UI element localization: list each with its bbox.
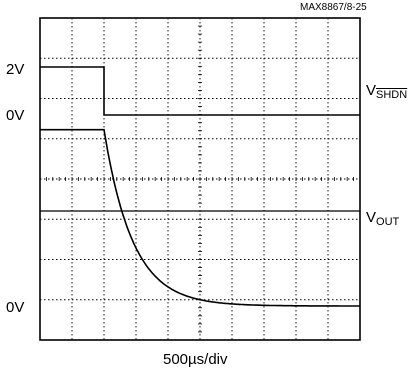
trace-vshdn	[40, 66, 360, 116]
plot-frame	[39, 17, 361, 341]
series-label-vshdn-main: V	[366, 82, 377, 99]
level-label-out-low: 0V	[6, 299, 25, 316]
plot-grid	[39, 17, 361, 341]
level-label-shdn-low: 0V	[6, 107, 25, 124]
figure-id: MAX8867/8-25	[300, 2, 367, 13]
series-label-vshdn-sub: SHDN	[376, 89, 408, 101]
series-label-vout-sub: OUT	[376, 216, 400, 228]
level-label-shdn-high: 2V	[6, 61, 25, 78]
x-scale-label: 500µs/div	[163, 351, 228, 368]
trace-vout	[40, 128, 360, 307]
series-label-vshdn: VSHDN	[366, 83, 407, 101]
series-label-vout: VOUT	[366, 210, 399, 228]
series-label-vout-main: V	[366, 209, 377, 226]
